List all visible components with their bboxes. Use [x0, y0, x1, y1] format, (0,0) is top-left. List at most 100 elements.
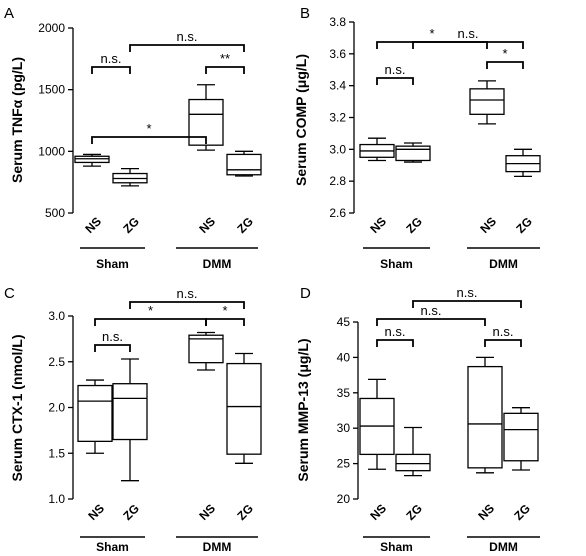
y-tick-label: 3.4 — [329, 79, 346, 93]
significance-bracket — [376, 77, 414, 85]
box-NS-0 — [359, 378, 395, 470]
y-tick-label: 2.5 — [48, 355, 65, 369]
y-tick-label: 3.2 — [329, 111, 346, 125]
significance-bracket — [91, 66, 131, 74]
y-tick-label: 1500 — [38, 83, 65, 97]
y-tick-label: 2.6 — [329, 206, 346, 220]
box-ZG-1 — [112, 167, 148, 187]
box-ZG-3 — [226, 150, 262, 177]
box-iqr — [467, 365, 503, 469]
box-NS-0 — [74, 153, 110, 167]
y-tick-label: 3.0 — [329, 142, 346, 156]
box-iqr — [226, 153, 262, 176]
box-iqr — [226, 362, 262, 455]
x-category-label: ZG — [234, 214, 256, 236]
y-tick-label: 1000 — [38, 144, 65, 158]
significance-bracket — [91, 136, 207, 144]
group-label-dmm: DMM — [203, 540, 232, 554]
significance-label: ** — [220, 51, 230, 66]
y-tick-label: 1.5 — [48, 446, 65, 460]
significance-bracket — [376, 339, 414, 347]
box-ZG-3 — [226, 352, 262, 464]
box-ZG-1 — [395, 142, 431, 163]
x-category-label: ZG — [513, 214, 535, 236]
y-tick-label: 3.6 — [329, 47, 346, 61]
x-category-label: NS — [367, 214, 389, 236]
panel-letter: D — [300, 285, 311, 302]
x-category-label: ZG — [120, 214, 142, 236]
panel-B: B 2.6 2.8 3.0 3.2 3.4 3.6 3.8 Serum COMP (μg/L) N… — [293, 5, 541, 271]
significance-bracket — [94, 318, 207, 326]
box-iqr — [112, 383, 148, 441]
box-iqr — [77, 384, 113, 443]
x-category-label: NS — [82, 214, 104, 236]
y-tick-label: 30 — [337, 421, 351, 435]
significance-label: n.s. — [493, 324, 514, 339]
y-tick-label: 2.8 — [329, 174, 346, 188]
box-ZG-3 — [503, 407, 539, 471]
y-axis-label: Serum MMP-13 (μg/L) — [295, 338, 311, 481]
box-iqr — [188, 334, 224, 364]
group-label-sham: Sham — [380, 257, 413, 271]
y-tick-label: 3.0 — [48, 309, 65, 323]
x-category-label: ZG — [234, 501, 256, 523]
y-axis-label: Serum CTX-1 (nmol/L) — [9, 334, 25, 481]
significance-label: * — [146, 121, 151, 136]
panel-C: C 1.0 1.5 2.0 2.5 3.0 Serum CTX-1 (nmol/L) NS ZG… — [4, 285, 262, 554]
y-tick-label: 500 — [45, 206, 65, 220]
significance-label: n.s. — [421, 303, 442, 318]
significance-label: n.s. — [177, 286, 198, 301]
group-label-dmm: DMM — [489, 257, 518, 271]
box-iqr — [503, 412, 539, 462]
significance-label: n.s. — [102, 329, 123, 344]
x-category-label: NS — [477, 214, 499, 236]
x-category-label: NS — [367, 501, 389, 523]
significance-label: n.s. — [101, 51, 122, 66]
significance-label: * — [429, 26, 434, 41]
y-tick-label: 35 — [337, 386, 351, 400]
box-iqr — [469, 88, 505, 115]
significance-label: * — [148, 303, 153, 318]
x-category-label: NS — [475, 501, 497, 523]
panel-letter: C — [4, 285, 15, 302]
significance-bracket — [486, 61, 524, 69]
y-tick-label: 20 — [337, 492, 351, 506]
significance-bracket — [205, 318, 245, 326]
significance-label: * — [502, 46, 507, 61]
box-iqr — [395, 453, 431, 472]
box-ZG-1 — [395, 426, 431, 477]
y-tick-label: 1.0 — [48, 492, 65, 506]
y-tick-label: 25 — [337, 457, 351, 471]
y-axis-label: Serum COMP (μg/L) — [293, 54, 309, 186]
box-ZG-1 — [112, 358, 148, 482]
box-NS-2 — [469, 80, 505, 125]
x-category-label: ZG — [120, 501, 142, 523]
significance-bracket — [376, 41, 488, 49]
significance-label: n.s. — [457, 285, 478, 300]
significance-bracket — [412, 41, 524, 49]
group-label-sham: Sham — [96, 257, 129, 271]
x-category-label: NS — [196, 214, 218, 236]
significance-label: n.s. — [385, 62, 406, 77]
significance-bracket — [129, 44, 245, 52]
significance-label: n.s. — [385, 324, 406, 339]
significance-bracket — [129, 301, 245, 309]
box-NS-0 — [77, 379, 113, 454]
box-iqr — [395, 145, 431, 162]
panel-letter: A — [4, 5, 14, 22]
y-axis-label: Serum TNFα (pg/L) — [9, 57, 25, 183]
x-category-label: NS — [196, 501, 218, 523]
significance-label: n.s. — [177, 29, 198, 44]
group-label-dmm: DMM — [203, 257, 232, 271]
group-label-sham: Sham — [96, 540, 129, 554]
y-tick-label: 40 — [337, 350, 351, 364]
x-category-label: ZG — [403, 501, 425, 523]
x-category-label: ZG — [403, 214, 425, 236]
y-tick-label: 45 — [337, 315, 351, 329]
y-tick-label: 3.8 — [329, 15, 346, 29]
significance-bracket — [484, 339, 522, 347]
group-label-dmm: DMM — [489, 540, 518, 554]
significance-bracket — [376, 318, 486, 326]
box-ZG-3 — [505, 148, 541, 178]
box-NS-2 — [467, 356, 503, 474]
